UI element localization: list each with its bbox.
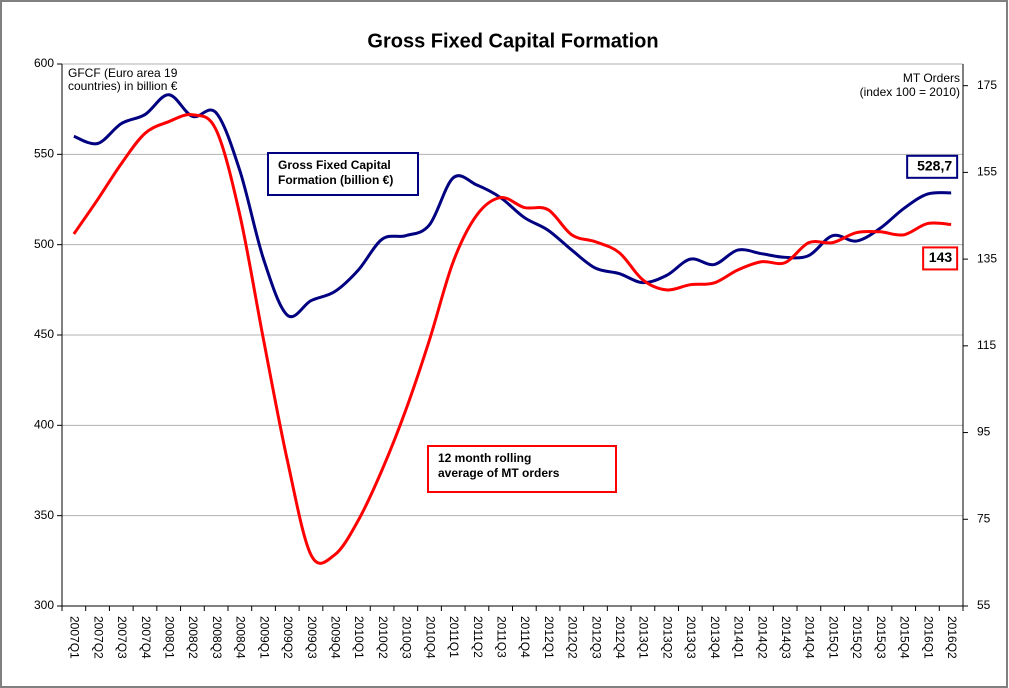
x-tick-label: 2010Q1 bbox=[352, 616, 366, 659]
y2-tick-label: 75 bbox=[977, 511, 991, 525]
legend-label: 12 month rolling bbox=[438, 451, 531, 465]
legend-box bbox=[267, 152, 419, 196]
x-tick-label: 2009Q4 bbox=[328, 616, 342, 659]
x-tick-label: 2011Q3 bbox=[494, 616, 508, 658]
y-tick-label: 400 bbox=[34, 418, 54, 432]
y2-tick-label: 115 bbox=[977, 338, 996, 352]
y2-tick-label: 175 bbox=[977, 78, 997, 92]
y2-tick-label: 55 bbox=[977, 598, 991, 612]
y-tick-label: 600 bbox=[34, 56, 54, 70]
x-tick-label: 2010Q2 bbox=[376, 616, 390, 659]
x-tick-label: 2015Q4 bbox=[898, 616, 912, 659]
y-tick-label: 300 bbox=[34, 598, 54, 612]
legend-label: Gross Fixed Capital bbox=[278, 158, 391, 172]
x-tick-label: 2014Q3 bbox=[779, 616, 793, 659]
x-tick-label: 2013Q1 bbox=[637, 616, 651, 659]
y2-tick-label: 155 bbox=[977, 165, 997, 179]
x-tick-label: 2012Q3 bbox=[589, 616, 603, 659]
y2-tick-label: 135 bbox=[977, 251, 997, 265]
x-tick-label: 2015Q3 bbox=[874, 616, 888, 659]
x-tick-label: 2014Q2 bbox=[755, 616, 769, 659]
y-axis-label: countries) in billion € bbox=[68, 79, 178, 93]
x-tick-label: 2009Q3 bbox=[305, 616, 319, 659]
y-tick-label: 550 bbox=[34, 147, 54, 161]
x-tick-label: 2008Q1 bbox=[163, 616, 177, 659]
x-tick-label: 2008Q4 bbox=[234, 616, 248, 659]
x-tick-label: 2008Q3 bbox=[210, 616, 224, 659]
x-tick-label: 2010Q3 bbox=[400, 616, 414, 659]
legend-box bbox=[427, 445, 617, 493]
value-label-box bbox=[922, 246, 959, 271]
value-label: 143 bbox=[929, 249, 953, 265]
x-tick-label: 2011Q2 bbox=[471, 616, 485, 658]
x-tick-label: 2013Q3 bbox=[684, 616, 698, 659]
x-tick-label: 2016Q1 bbox=[921, 616, 935, 659]
x-tick-label: 2010Q4 bbox=[423, 616, 437, 659]
x-tick-label: 2015Q2 bbox=[850, 616, 864, 659]
x-tick-label: 2012Q1 bbox=[542, 616, 556, 659]
x-tick-label: 2014Q4 bbox=[803, 616, 817, 659]
x-tick-label: 2007Q1 bbox=[68, 616, 82, 659]
y-tick-label: 350 bbox=[34, 508, 54, 522]
series-line bbox=[72, 113, 952, 565]
x-tick-label: 2014Q1 bbox=[732, 616, 746, 659]
y-tick-label: 500 bbox=[34, 237, 54, 251]
y-axis-label: GFCF (Euro area 19 bbox=[68, 66, 178, 80]
x-tick-label: 2012Q4 bbox=[613, 616, 627, 659]
y-tick-label: 450 bbox=[34, 327, 54, 341]
chart-title: Gross Fixed Capital Formation bbox=[367, 30, 658, 52]
x-tick-label: 2011Q1 bbox=[447, 616, 461, 658]
y2-axis-label: MT Orders bbox=[903, 71, 960, 85]
x-tick-label: 2007Q2 bbox=[91, 616, 105, 659]
y2-tick-label: 95 bbox=[977, 425, 991, 439]
legend-label: average of MT orders bbox=[438, 466, 560, 480]
y2-axis-label: (index 100 = 2010) bbox=[860, 85, 960, 99]
x-tick-label: 2011Q4 bbox=[518, 616, 532, 658]
x-tick-label: 2015Q1 bbox=[826, 616, 840, 659]
x-tick-label: 2009Q2 bbox=[281, 616, 295, 659]
value-label: 528,7 bbox=[917, 158, 952, 174]
x-tick-label: 2012Q2 bbox=[566, 616, 580, 659]
x-tick-label: 2009Q1 bbox=[257, 616, 271, 659]
x-tick-label: 2016Q2 bbox=[945, 616, 959, 659]
series-line bbox=[73, 93, 952, 319]
x-tick-label: 2013Q2 bbox=[660, 616, 674, 659]
legend-label: Formation (billion €) bbox=[278, 173, 393, 187]
x-tick-label: 2013Q4 bbox=[708, 616, 722, 659]
x-tick-label: 2008Q2 bbox=[186, 616, 200, 659]
x-tick-label: 2007Q4 bbox=[139, 616, 153, 659]
value-label-box bbox=[906, 154, 959, 179]
x-tick-label: 2007Q3 bbox=[115, 616, 129, 659]
